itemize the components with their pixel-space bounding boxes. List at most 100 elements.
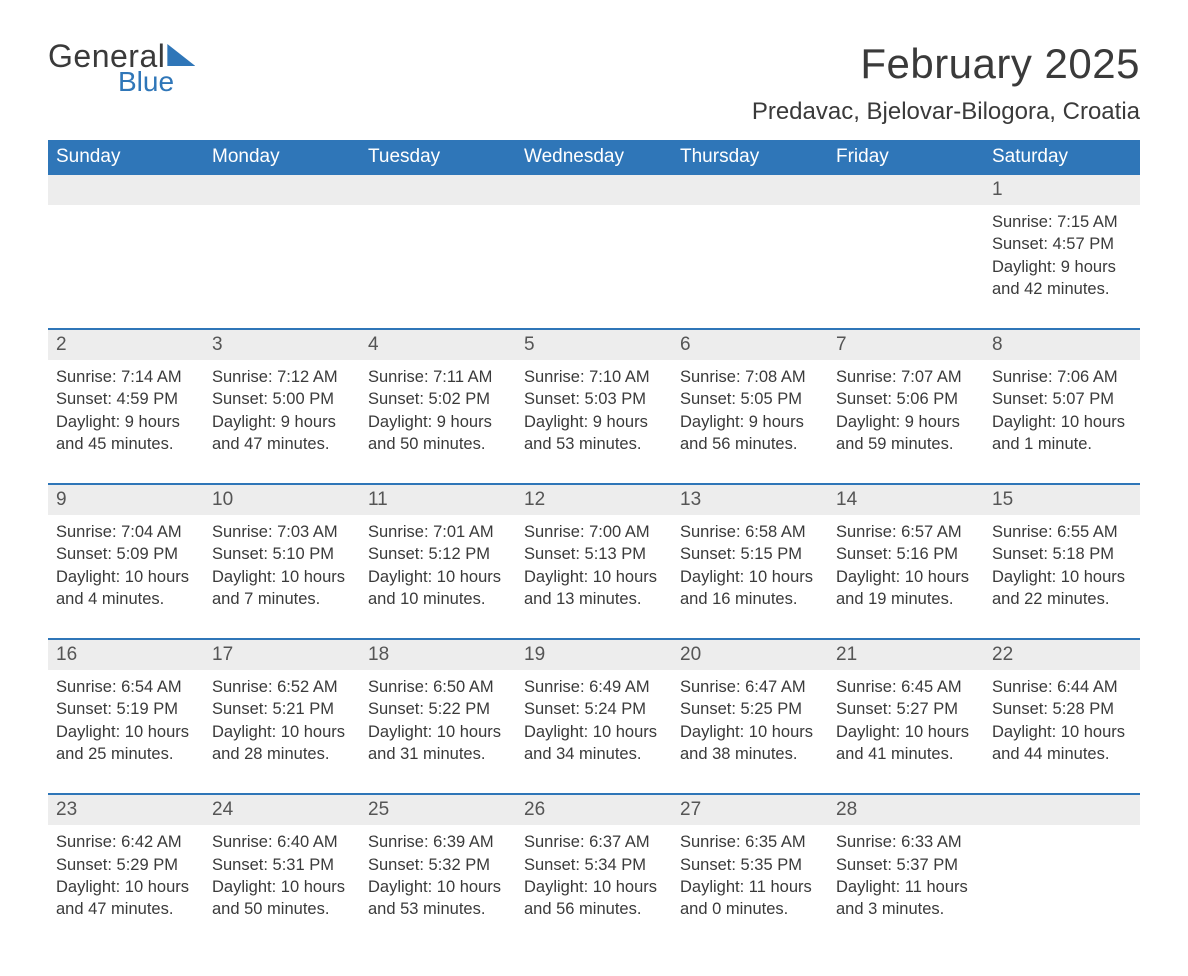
day-cell	[672, 205, 828, 306]
day-cell: Sunrise: 6:33 AMSunset: 5:37 PMDaylight:…	[828, 825, 984, 926]
day-number-band: 2345678	[48, 330, 1140, 360]
sunset-text: Sunset: 4:59 PM	[56, 388, 196, 410]
calendar-week: 232425262728Sunrise: 6:42 AMSunset: 5:29…	[48, 793, 1140, 926]
day-cell: Sunrise: 6:55 AMSunset: 5:18 PMDaylight:…	[984, 515, 1140, 616]
sunrise-text: Sunrise: 7:07 AM	[836, 366, 976, 388]
day-number: 26	[516, 795, 672, 825]
daylight-text: Daylight: 9 hours and 47 minutes.	[212, 411, 352, 456]
sunrise-text: Sunrise: 6:47 AM	[680, 676, 820, 698]
day-cell: Sunrise: 7:07 AMSunset: 5:06 PMDaylight:…	[828, 360, 984, 461]
sunset-text: Sunset: 5:16 PM	[836, 543, 976, 565]
sunrise-text: Sunrise: 6:39 AM	[368, 831, 508, 853]
daylight-text: Daylight: 10 hours and 38 minutes.	[680, 721, 820, 766]
day-number: 19	[516, 640, 672, 670]
daylight-text: Daylight: 10 hours and 47 minutes.	[56, 876, 196, 921]
sunset-text: Sunset: 5:32 PM	[368, 854, 508, 876]
sunrise-text: Sunrise: 7:15 AM	[992, 211, 1132, 233]
daylight-text: Daylight: 10 hours and 50 minutes.	[212, 876, 352, 921]
day-number	[984, 795, 1140, 825]
daylight-text: Daylight: 9 hours and 53 minutes.	[524, 411, 664, 456]
day-cell	[48, 205, 204, 306]
daylight-text: Daylight: 10 hours and 56 minutes.	[524, 876, 664, 921]
day-cell: Sunrise: 6:42 AMSunset: 5:29 PMDaylight:…	[48, 825, 204, 926]
dow-tuesday: Tuesday	[360, 140, 516, 175]
sunrise-text: Sunrise: 6:50 AM	[368, 676, 508, 698]
daylight-text: Daylight: 10 hours and 1 minute.	[992, 411, 1132, 456]
day-of-week-header: Sunday Monday Tuesday Wednesday Thursday…	[48, 140, 1140, 175]
sunrise-text: Sunrise: 6:42 AM	[56, 831, 196, 853]
sunrise-text: Sunrise: 6:57 AM	[836, 521, 976, 543]
sunrise-text: Sunrise: 6:49 AM	[524, 676, 664, 698]
day-cell: Sunrise: 7:00 AMSunset: 5:13 PMDaylight:…	[516, 515, 672, 616]
day-number: 25	[360, 795, 516, 825]
day-cell: Sunrise: 7:01 AMSunset: 5:12 PMDaylight:…	[360, 515, 516, 616]
day-cell: Sunrise: 6:44 AMSunset: 5:28 PMDaylight:…	[984, 670, 1140, 771]
day-number: 22	[984, 640, 1140, 670]
sunrise-text: Sunrise: 6:45 AM	[836, 676, 976, 698]
day-cell	[828, 205, 984, 306]
day-number: 27	[672, 795, 828, 825]
dow-wednesday: Wednesday	[516, 140, 672, 175]
day-number: 15	[984, 485, 1140, 515]
day-cell: Sunrise: 6:37 AMSunset: 5:34 PMDaylight:…	[516, 825, 672, 926]
sunset-text: Sunset: 5:35 PM	[680, 854, 820, 876]
daylight-text: Daylight: 9 hours and 50 minutes.	[368, 411, 508, 456]
dow-monday: Monday	[204, 140, 360, 175]
sunrise-text: Sunrise: 7:08 AM	[680, 366, 820, 388]
day-cell: Sunrise: 6:58 AMSunset: 5:15 PMDaylight:…	[672, 515, 828, 616]
daylight-text: Daylight: 9 hours and 56 minutes.	[680, 411, 820, 456]
day-number	[204, 175, 360, 205]
day-cell: Sunrise: 6:40 AMSunset: 5:31 PMDaylight:…	[204, 825, 360, 926]
day-cell	[204, 205, 360, 306]
calendar-week: 2345678 Sunrise: 7:14 AMSunset: 4:59 PM Da…	[48, 328, 1140, 461]
daylight-text: Daylight: 10 hours and 34 minutes.	[524, 721, 664, 766]
daylight-text: Daylight: 10 hours and 28 minutes.	[212, 721, 352, 766]
title-block: February 2025 Predavac, Bjelovar-Bilogor…	[752, 40, 1140, 126]
day-cell: Sunrise: 6:50 AMSunset: 5:22 PMDaylight:…	[360, 670, 516, 771]
sunrise-text: Sunrise: 7:04 AM	[56, 521, 196, 543]
sunset-text: Sunset: 5:15 PM	[680, 543, 820, 565]
header: General Blue February 2025 Predavac, Bje…	[48, 40, 1140, 126]
day-cell: Sunrise: 6:49 AMSunset: 5:24 PMDaylight:…	[516, 670, 672, 771]
day-cell: Sunrise: 7:12 AMSunset: 5:00 PMDaylight:…	[204, 360, 360, 461]
day-number: 2	[48, 330, 204, 360]
day-number: 9	[48, 485, 204, 515]
sunset-text: Sunset: 5:22 PM	[368, 698, 508, 720]
sunset-text: Sunset: 5:27 PM	[836, 698, 976, 720]
day-cell: Sunrise: 7:08 AMSunset: 5:05 PMDaylight:…	[672, 360, 828, 461]
sunrise-text: Sunrise: 6:55 AM	[992, 521, 1132, 543]
sunset-text: Sunset: 5:18 PM	[992, 543, 1132, 565]
day-number-band: 9101112131415	[48, 485, 1140, 515]
sunset-text: Sunset: 5:25 PM	[680, 698, 820, 720]
day-number: 11	[360, 485, 516, 515]
day-cell: Sunrise: 6:47 AMSunset: 5:25 PMDaylight:…	[672, 670, 828, 771]
sunset-text: Sunset: 5:03 PM	[524, 388, 664, 410]
sunrise-text: Sunrise: 7:14 AM	[56, 366, 196, 388]
day-number-band: 232425262728	[48, 795, 1140, 825]
day-number: 20	[672, 640, 828, 670]
brand-logo: General Blue	[48, 40, 195, 96]
sunrise-text: Sunrise: 6:35 AM	[680, 831, 820, 853]
daylight-text: Daylight: 11 hours and 0 minutes.	[680, 876, 820, 921]
daylight-text: Daylight: 10 hours and 41 minutes.	[836, 721, 976, 766]
day-cell: Sunrise: 6:35 AMSunset: 5:35 PMDaylight:…	[672, 825, 828, 926]
day-cell	[360, 205, 516, 306]
daylight-text: Daylight: 10 hours and 31 minutes.	[368, 721, 508, 766]
daylight-text: Daylight: 9 hours and 42 minutes.	[992, 256, 1132, 301]
logo-text-blue: Blue	[118, 68, 195, 96]
day-number: 13	[672, 485, 828, 515]
sunset-text: Sunset: 5:24 PM	[524, 698, 664, 720]
sunset-text: Sunset: 5:19 PM	[56, 698, 196, 720]
day-cell: Sunrise: 7:06 AMSunset: 5:07 PMDaylight:…	[984, 360, 1140, 461]
day-number: 12	[516, 485, 672, 515]
day-cell: Sunrise: 7:10 AMSunset: 5:03 PMDaylight:…	[516, 360, 672, 461]
month-title: February 2025	[752, 40, 1140, 88]
day-number	[672, 175, 828, 205]
sunset-text: Sunset: 5:10 PM	[212, 543, 352, 565]
day-number: 7	[828, 330, 984, 360]
day-number: 5	[516, 330, 672, 360]
day-number: 8	[984, 330, 1140, 360]
day-cell: Sunrise: 6:54 AMSunset: 5:19 PMDaylight:…	[48, 670, 204, 771]
dow-sunday: Sunday	[48, 140, 204, 175]
day-number-band: 1	[48, 175, 1140, 205]
